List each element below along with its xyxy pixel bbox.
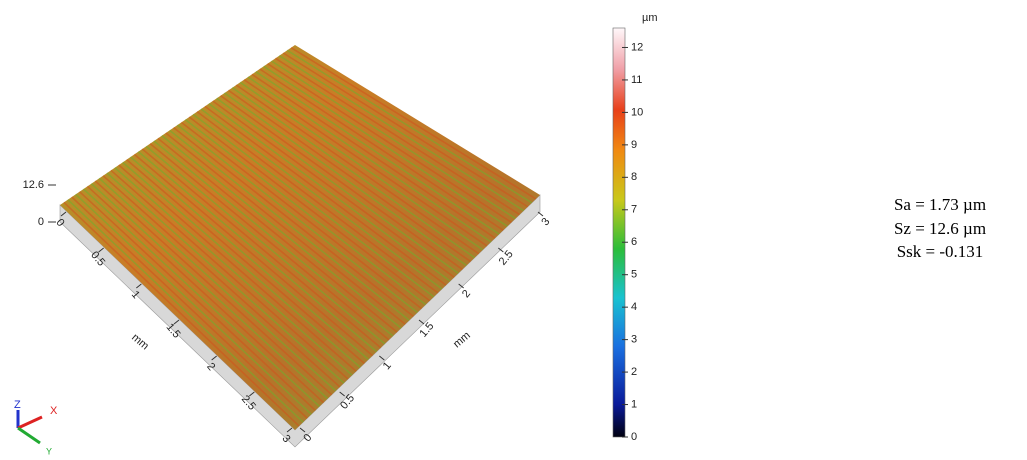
colorbar xyxy=(613,28,625,437)
axes-triad: Z X Y xyxy=(14,399,58,456)
colorbar-tick-label: 5 xyxy=(631,269,637,281)
z-tick-label: 0 xyxy=(38,216,44,228)
x-tick-label: 2 xyxy=(204,361,217,373)
figure: µm Z X Y Sa = 1.73 µm Sz = 12.6 µm Ssk =… xyxy=(0,0,1027,460)
surface xyxy=(60,45,540,430)
x-tick-label: 0 xyxy=(54,217,67,229)
y-tick-label: 1 xyxy=(381,360,394,372)
y-tick-label: 2 xyxy=(460,288,473,300)
colorbar-tick-label: 10 xyxy=(631,106,643,118)
x-tick-label: 3 xyxy=(280,433,293,445)
colorbar-tick-label: 12 xyxy=(631,41,643,53)
stat: Sa = 1.73 µm xyxy=(894,195,986,214)
z-tick-label: 12.6 xyxy=(23,179,44,191)
colorbar-tick-label: 0 xyxy=(631,431,637,443)
colorbar-tick-label: 11 xyxy=(631,74,642,86)
triad-y xyxy=(18,428,40,443)
triad-label: Y xyxy=(46,446,52,456)
triad-label: X xyxy=(50,405,58,417)
stat: Ssk = -0.131 xyxy=(897,242,984,261)
y-tick-label: 3 xyxy=(539,216,552,228)
colorbar-tick-label: 7 xyxy=(631,204,637,216)
colorbar-unit: µm xyxy=(642,12,658,24)
y-tick xyxy=(538,212,543,216)
colorbar-tick-label: 2 xyxy=(631,366,637,378)
x-axis-label: mm xyxy=(129,331,151,352)
colorbar-tick-label: 8 xyxy=(631,171,637,183)
colorbar-tick-label: 9 xyxy=(631,139,637,151)
stat: Sz = 12.6 µm xyxy=(894,219,986,238)
triad-label: Z xyxy=(14,399,21,411)
colorbar-tick-label: 3 xyxy=(631,334,637,346)
x-tick-label: 1 xyxy=(129,289,142,301)
colorbar-tick-label: 6 xyxy=(631,236,637,248)
y-axis-label: mm xyxy=(451,329,473,350)
colorbar-tick-label: 4 xyxy=(631,301,637,313)
triad-x xyxy=(18,417,42,428)
colorbar-tick-label: 1 xyxy=(631,398,637,410)
